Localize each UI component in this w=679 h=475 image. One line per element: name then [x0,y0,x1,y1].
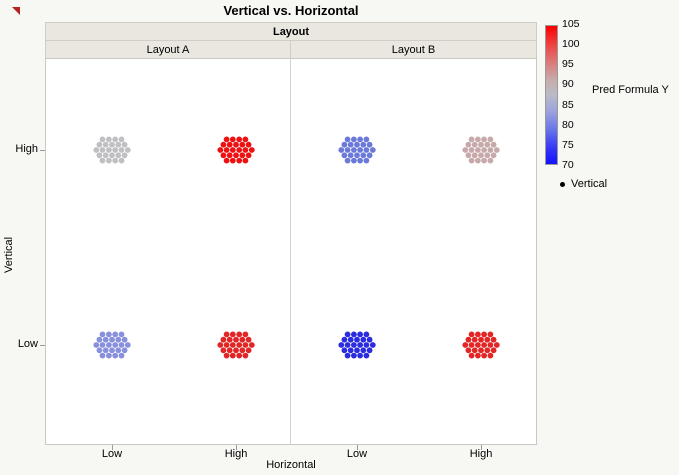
red-triangle-menu-icon[interactable] [12,7,20,15]
panel-header-label: Layout A [146,43,190,56]
marker-legend-label: Vertical [571,178,608,190]
gradient-tick-label: 80 [562,118,574,131]
gradient-tick-label: 100 [562,38,580,51]
dot-cluster-layout-a-high-low[interactable] [217,331,255,359]
x-tick-b-low: Low [346,448,368,460]
panel-header-label: Layout B [391,43,436,56]
x-tickmark [112,445,113,450]
y-tick-high: High [15,143,38,155]
gradient-tick-label: 75 [562,138,574,151]
gradient-tick-labels: 105 100 95 90 85 80 75 70 [562,19,580,171]
x-tickmark [481,445,482,450]
chart-title: Vertical vs. Horizontal [223,3,359,18]
dot-cluster-layout-a-low-high[interactable] [93,136,131,164]
dot-cluster-layout-a-low-low[interactable] [93,331,131,359]
gradient-legend-title: Pred Formula Y [592,84,669,96]
x-tickmark [236,445,237,450]
gradient-tick-label: 85 [562,98,574,111]
x-tick-b-high: High [469,448,493,460]
y-tick-low: Low [17,338,38,350]
panel-group-header-label: Layout [272,25,310,38]
color-gradient-legend[interactable] [545,25,558,165]
x-tickmark [357,445,358,450]
gradient-tick-label: 90 [562,78,574,91]
x-axis-title[interactable]: Horizontal [266,459,316,471]
y-tickmark [40,150,45,151]
marker-legend[interactable]: Vertical [560,178,607,190]
panel-divider-line [290,58,291,445]
dot-cluster-layout-b-high-high[interactable] [462,136,500,164]
dot-cluster-layout-b-high-low[interactable] [462,331,500,359]
panel-column-headers: Layout A Layout B [45,40,537,59]
gradient-tick-label: 95 [562,58,574,71]
panel-header-layout-b[interactable]: Layout B [291,41,536,58]
x-tick-a-high: High [224,448,248,460]
panel-header-layout-a[interactable]: Layout A [46,41,291,58]
gradient-tick-label: 105 [562,18,580,30]
dot-cluster-layout-b-low-low[interactable] [338,331,376,359]
x-tick-a-low: Low [101,448,123,460]
plot-area[interactable] [45,58,537,445]
y-tickmark [40,345,45,346]
dot-cluster-layout-a-high-high[interactable] [217,136,255,164]
marker-dot-icon [560,181,565,187]
dot-cluster-layout-b-low-high[interactable] [338,136,376,164]
panel-group-header: Layout [45,22,537,41]
scatter-dots-layer [93,136,500,359]
y-axis-title[interactable]: Vertical [3,236,15,273]
gradient-tick-label: 70 [562,158,574,171]
